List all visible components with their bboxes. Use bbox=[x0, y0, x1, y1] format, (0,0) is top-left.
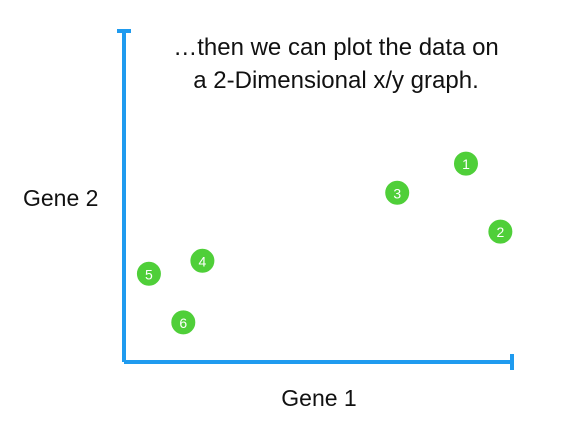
data-point-label: 6 bbox=[179, 315, 187, 331]
data-points: 1 2 3 4 5 6 bbox=[134, 149, 515, 337]
data-point: 1 bbox=[451, 149, 480, 178]
data-point-marker bbox=[383, 178, 412, 207]
x-axis bbox=[124, 354, 514, 370]
data-point-label: 5 bbox=[145, 266, 153, 282]
x-axis-label: Gene 1 bbox=[281, 385, 356, 411]
data-point-label: 1 bbox=[462, 156, 470, 172]
data-point-label: 4 bbox=[199, 253, 207, 269]
data-point-marker bbox=[169, 308, 198, 337]
data-point-marker bbox=[451, 149, 480, 178]
y-axis-label: Gene 2 bbox=[23, 185, 98, 211]
data-point: 3 bbox=[383, 178, 412, 207]
data-point-label: 2 bbox=[496, 224, 504, 240]
chart-title-line-2: a 2-Dimensional x/y graph. bbox=[193, 67, 478, 94]
data-point: 4 bbox=[188, 246, 217, 275]
data-point-marker bbox=[134, 259, 163, 288]
data-point-marker bbox=[486, 217, 515, 246]
y-axis bbox=[117, 29, 131, 362]
data-point-marker bbox=[188, 246, 217, 275]
data-point: 6 bbox=[169, 308, 198, 337]
data-point: 2 bbox=[486, 217, 515, 246]
chart-title-line-1: …then we can plot the data on bbox=[173, 34, 499, 61]
data-point: 5 bbox=[134, 259, 163, 288]
data-point-label: 3 bbox=[393, 185, 401, 201]
